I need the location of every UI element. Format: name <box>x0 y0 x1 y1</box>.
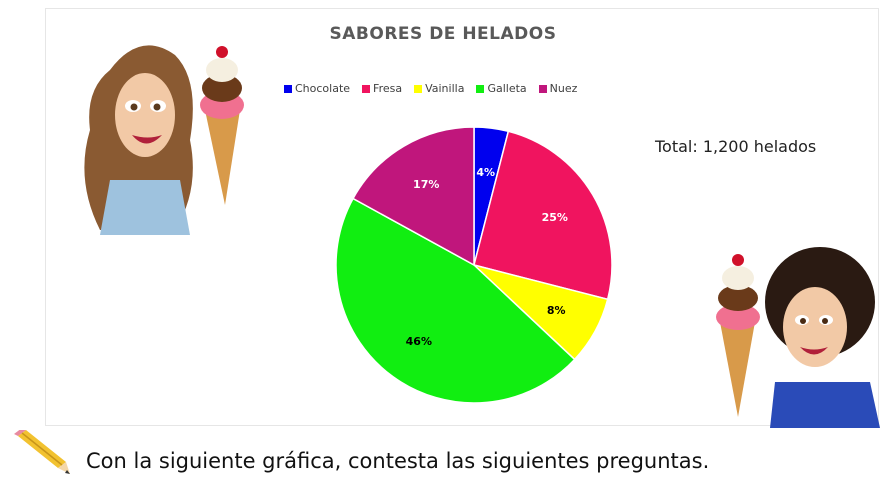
girl-with-ice-cream-illustration <box>716 247 880 428</box>
legend-label: Fresa <box>373 82 403 95</box>
legend-swatch <box>284 84 292 93</box>
legend-swatch <box>414 84 423 93</box>
pie-data-label: 25% <box>542 211 568 224</box>
woman-with-ice-cream-illustration <box>84 45 244 235</box>
legend-label: Galleta <box>487 82 527 95</box>
legend-label: Vainilla <box>425 82 465 95</box>
legend-item: Nuez <box>538 82 578 95</box>
pie-slice-nuez <box>352 126 475 267</box>
chart-title: SABORES DE HELADOS <box>329 24 557 44</box>
pie-data-label: 8% <box>547 304 566 317</box>
pie-data-label: 4% <box>476 166 495 179</box>
pie-slice-fresa <box>473 130 613 301</box>
pie-slice-galleta <box>335 197 576 404</box>
legend-swatch <box>538 84 547 93</box>
legend-item: Vainilla <box>414 82 464 95</box>
legend-item: Galleta <box>476 82 527 95</box>
legend-swatch <box>476 84 485 93</box>
pie-data-label: 46% <box>406 335 432 348</box>
instruction-caption: Con la siguiente gráfica, contesta las s… <box>86 449 710 473</box>
pencil-icon <box>14 430 70 474</box>
legend-item: Fresa <box>362 82 402 95</box>
legend-item: Chocolate <box>284 82 350 95</box>
legend-label: Chocolate <box>295 82 351 95</box>
pie-data-label: 17% <box>413 178 439 191</box>
chart-legend: Chocolate Fresa Vainilla Galleta Nuez <box>284 82 577 95</box>
total-annotation: Total: 1,200 helados <box>655 137 817 156</box>
legend-label: Nuez <box>549 82 578 95</box>
legend-swatch <box>362 84 371 93</box>
